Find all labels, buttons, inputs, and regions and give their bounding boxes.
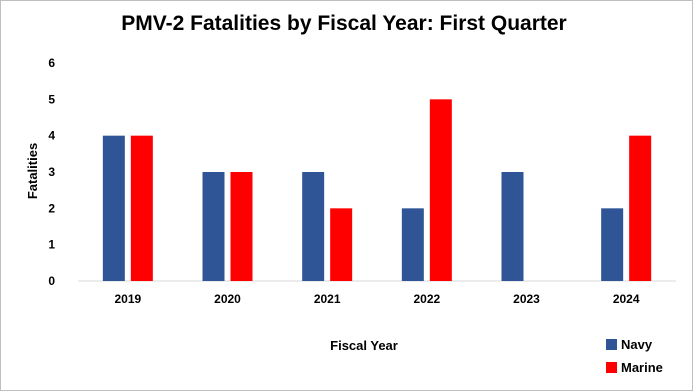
y-axis-label: Fatalities [25, 143, 40, 199]
legend-label-marine: Marine [621, 360, 663, 375]
legend-label-navy: Navy [621, 337, 653, 352]
legend-swatch-marine [606, 362, 617, 373]
x-axis-ticks: 2019 2020 2021 2022 2023 2024 [114, 292, 639, 306]
x-axis-label: Fiscal Year [330, 338, 398, 353]
bar-navy-2024 [601, 208, 624, 281]
x-tick-label: 2020 [214, 292, 241, 306]
y-tick-label: 3 [48, 165, 55, 179]
bar-marine-2019 [130, 135, 153, 281]
bar-marine-2022 [429, 99, 452, 281]
y-axis-ticks: 0 1 2 3 4 5 6 [48, 56, 55, 288]
x-tick-label: 2019 [114, 292, 141, 306]
x-tick-label: 2023 [513, 292, 540, 306]
bar-marine-2021 [330, 208, 353, 281]
y-tick-label: 5 [48, 92, 55, 106]
legend: Navy Marine [606, 337, 663, 375]
chart-title: PMV-2 Fatalities by Fiscal Year: First Q… [121, 12, 566, 35]
y-tick-label: 0 [48, 274, 55, 288]
y-tick-label: 2 [48, 201, 55, 215]
y-tick-label: 1 [48, 238, 55, 252]
bar-navy-2019 [102, 135, 125, 281]
y-tick-label: 4 [48, 129, 55, 143]
x-tick-label: 2024 [613, 292, 640, 306]
bar-navy-2022 [401, 208, 424, 281]
y-tick-label: 6 [48, 56, 55, 70]
bar-navy-2020 [202, 172, 225, 281]
bars-group [102, 99, 652, 281]
bar-marine-2024 [629, 135, 652, 281]
x-tick-label: 2022 [413, 292, 440, 306]
bar-navy-2023 [501, 172, 524, 281]
bar-marine-2020 [230, 172, 253, 281]
bar-navy-2021 [302, 172, 325, 281]
x-tick-label: 2021 [314, 292, 341, 306]
legend-swatch-navy [606, 339, 617, 350]
